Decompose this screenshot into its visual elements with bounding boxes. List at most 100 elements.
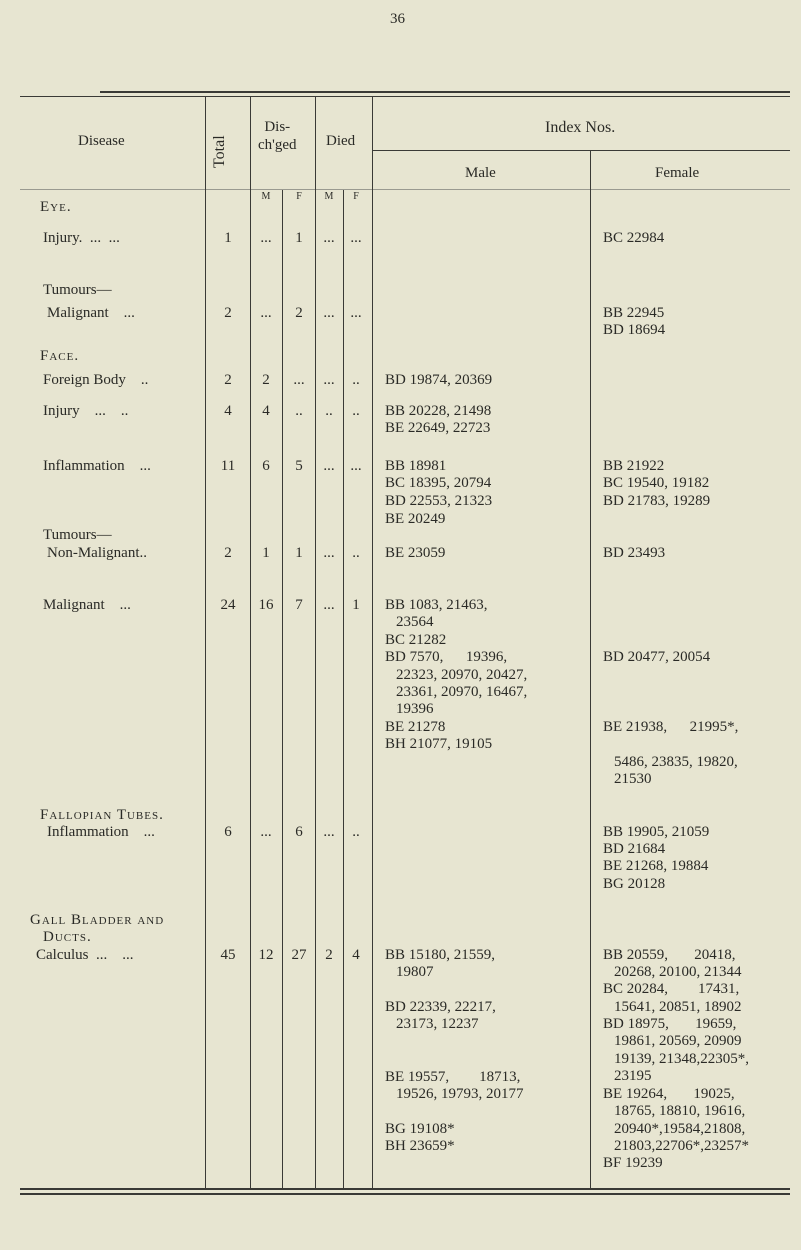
header-disease: Disease bbox=[78, 133, 125, 149]
sub-m: M bbox=[324, 191, 334, 202]
male-index: 19526, 19793, 20177 bbox=[396, 1086, 524, 1102]
male-index: BD 22339, 22217, bbox=[385, 999, 496, 1015]
male-index: BB 18981 bbox=[385, 458, 447, 474]
col-line bbox=[343, 190, 344, 1188]
female-index: BG 20128 bbox=[603, 876, 666, 892]
col-line bbox=[250, 96, 251, 1188]
index-rule bbox=[372, 150, 790, 151]
header-died: Died bbox=[326, 133, 356, 149]
cell-df: ... bbox=[293, 372, 305, 388]
cell-total: 2 bbox=[224, 372, 232, 388]
male-index: BB 15180, 21559, bbox=[385, 947, 496, 963]
row-label: Injury ... .. bbox=[43, 403, 129, 419]
cell-total: 1 bbox=[224, 230, 232, 246]
female-index: BC 20284, 17431, bbox=[603, 981, 740, 997]
cell-dm: 16 bbox=[258, 597, 274, 613]
col-line bbox=[315, 96, 316, 1188]
cell-df: 1 bbox=[295, 545, 303, 561]
cell-dm: 1 bbox=[262, 545, 270, 561]
male-index: BB 20228, 21498 bbox=[385, 403, 492, 419]
male-index: BD 19874, 20369 bbox=[385, 372, 493, 388]
cell-xm: ... bbox=[323, 458, 335, 474]
col-line bbox=[590, 150, 591, 1188]
cell-xf: .. bbox=[352, 545, 360, 561]
col-line bbox=[372, 96, 373, 1188]
section-fallopian: Fallopian Tubes. bbox=[40, 807, 164, 823]
cell-xm: 2 bbox=[325, 947, 333, 963]
cell-dm: ... bbox=[260, 305, 272, 321]
cell-dm: ... bbox=[260, 824, 272, 840]
header-rule bbox=[20, 189, 790, 190]
cell-total: 11 bbox=[220, 458, 236, 474]
female-index: BB 19905, 21059 bbox=[603, 824, 710, 840]
cell-total: 2 bbox=[224, 545, 232, 561]
row-label: Inflammation ... bbox=[47, 824, 155, 840]
row-label: Foreign Body .. bbox=[43, 372, 149, 388]
male-index: 19396 bbox=[396, 701, 434, 717]
female-index: 23195 bbox=[614, 1068, 652, 1084]
female-index: 20268, 20100, 21344 bbox=[614, 964, 742, 980]
row-label: Malignant ... bbox=[43, 597, 131, 613]
cell-total: 6 bbox=[224, 824, 232, 840]
section-face: Face. bbox=[40, 348, 80, 364]
cell-xf: ... bbox=[350, 458, 362, 474]
sub-f: F bbox=[353, 191, 359, 202]
cell-xf: 1 bbox=[352, 597, 360, 613]
male-index: BE 22649, 22723 bbox=[385, 420, 491, 436]
cell-dm: 2 bbox=[262, 372, 270, 388]
cell-dm: 12 bbox=[258, 947, 274, 963]
bottom-rule-2 bbox=[20, 1193, 790, 1195]
cell-df: 27 bbox=[291, 947, 307, 963]
cell-df: 1 bbox=[295, 230, 303, 246]
cell-total: 45 bbox=[220, 947, 236, 963]
female-index: 19861, 20569, 20909 bbox=[614, 1033, 742, 1049]
male-index: 22323, 20970, 20427, bbox=[396, 667, 528, 683]
cell-dm: ... bbox=[260, 230, 272, 246]
male-index: BE 20249 bbox=[385, 511, 446, 527]
male-index: BD 22553, 21323 bbox=[385, 493, 493, 509]
cell-xm: ... bbox=[323, 372, 335, 388]
male-index: BE 21278 bbox=[385, 719, 446, 735]
header-index: Index Nos. bbox=[545, 119, 616, 136]
top-rule bbox=[100, 91, 790, 93]
male-index: BB 1083, 21463, bbox=[385, 597, 488, 613]
male-index: 23173, 12237 bbox=[396, 1016, 479, 1032]
cell-dm: 6 bbox=[262, 458, 270, 474]
cell-df: 2 bbox=[295, 305, 303, 321]
male-index: BC 21282 bbox=[385, 632, 447, 648]
female-index: BB 20559, 20418, bbox=[603, 947, 736, 963]
sub-f: F bbox=[296, 191, 302, 202]
female-index: 21530 bbox=[614, 771, 652, 787]
row-label: Malignant ... bbox=[47, 305, 135, 321]
sub-m: M bbox=[261, 191, 271, 202]
cell-total: 2 bbox=[224, 305, 232, 321]
cell-df: 5 bbox=[295, 458, 303, 474]
section-gall-bladder: Gall Bladder and bbox=[30, 912, 165, 928]
female-index: BB 21922 bbox=[603, 458, 665, 474]
female-index: BD 18975, 19659, bbox=[603, 1016, 737, 1032]
male-index: BG 19108* bbox=[385, 1121, 455, 1137]
male-index: 23564 bbox=[396, 614, 434, 630]
female-index: BC 19540, 19182 bbox=[603, 475, 710, 491]
female-index: BD 21684 bbox=[603, 841, 666, 857]
section-gall-bladder-2: Ducts. bbox=[43, 929, 92, 945]
header-female: Female bbox=[655, 165, 700, 181]
male-index: 23361, 20970, 16467, bbox=[396, 684, 528, 700]
header-male: Male bbox=[465, 165, 496, 181]
cell-df: 6 bbox=[295, 824, 303, 840]
male-index: BH 23659* bbox=[385, 1138, 455, 1154]
cell-xm: ... bbox=[323, 230, 335, 246]
female-index: BB 22945 bbox=[603, 305, 665, 321]
cell-xf: ... bbox=[350, 305, 362, 321]
row-label: Injury. ... ... bbox=[43, 230, 120, 246]
header-discharged: Dis- ch'ged bbox=[258, 119, 297, 153]
female-index: 18765, 18810, 19616, bbox=[614, 1103, 746, 1119]
cell-xf: .. bbox=[352, 403, 360, 419]
cell-xm: ... bbox=[323, 824, 335, 840]
male-index: BE 19557, 18713, bbox=[385, 1069, 521, 1085]
row-label: Calculus ... ... bbox=[36, 947, 134, 963]
cell-xm: ... bbox=[323, 305, 335, 321]
female-index: 20940*,19584,21808, bbox=[614, 1121, 746, 1137]
subheading: Tumours— bbox=[43, 282, 112, 298]
